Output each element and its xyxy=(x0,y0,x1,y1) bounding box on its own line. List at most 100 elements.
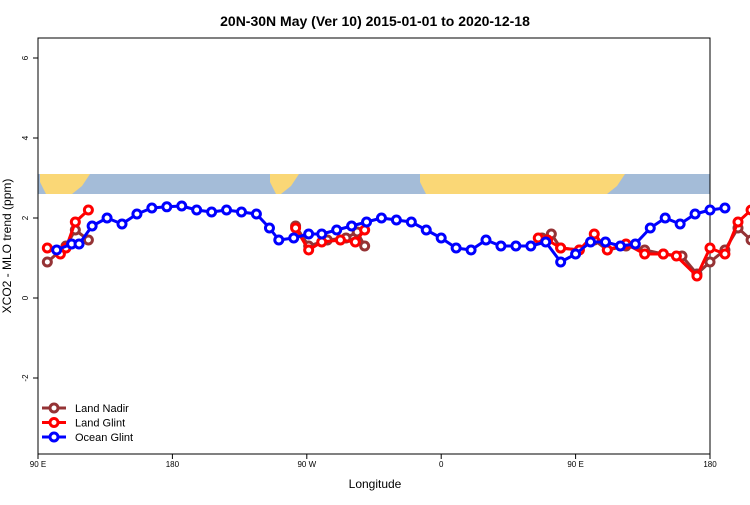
x-tick-label: 180 xyxy=(703,460,717,469)
y-axis-label: XCO2 - MLO trend (ppm) xyxy=(0,179,14,314)
data-point xyxy=(745,204,750,216)
data-point xyxy=(191,204,203,216)
data-point xyxy=(644,222,656,234)
data-point xyxy=(273,234,285,246)
data-point xyxy=(116,218,128,230)
data-point xyxy=(375,212,387,224)
data-point xyxy=(732,216,744,228)
series-layer xyxy=(41,200,750,282)
data-point xyxy=(719,202,731,214)
data-point xyxy=(420,224,432,236)
x-axis-label: Longitude xyxy=(349,477,402,491)
map-land-africa-asia xyxy=(420,174,625,194)
data-point xyxy=(510,240,522,252)
data-point xyxy=(525,240,537,252)
data-point xyxy=(629,238,641,250)
data-point xyxy=(555,256,567,268)
data-point xyxy=(599,236,611,248)
data-point xyxy=(659,212,671,224)
data-point xyxy=(303,244,315,256)
data-point xyxy=(316,228,328,240)
chart-title: 20N-30N May (Ver 10) 2015-01-01 to 2020-… xyxy=(220,13,530,29)
data-point xyxy=(146,202,158,214)
x-axis: 90 E 180 90 W 0 90 E 180 xyxy=(30,454,717,469)
data-point xyxy=(303,228,315,240)
data-point xyxy=(221,204,233,216)
data-point xyxy=(670,250,682,262)
y-tick-label: 4 xyxy=(21,135,30,140)
data-point xyxy=(540,236,552,248)
data-point xyxy=(359,240,371,252)
data-point xyxy=(657,248,669,260)
data-point xyxy=(405,216,417,228)
data-point xyxy=(639,248,651,260)
data-point xyxy=(555,242,567,254)
data-point xyxy=(41,242,53,254)
data-point xyxy=(719,248,731,260)
data-point xyxy=(704,242,716,254)
y-axis: -2 0 2 4 6 xyxy=(21,55,38,382)
data-point xyxy=(450,242,462,254)
data-point xyxy=(263,222,275,234)
y-tick-label: 0 xyxy=(21,295,30,300)
data-point xyxy=(465,244,477,256)
series-line xyxy=(56,204,726,264)
data-point xyxy=(161,201,173,213)
data-point xyxy=(250,208,262,220)
data-point xyxy=(361,216,373,228)
data-point xyxy=(614,240,626,252)
data-point xyxy=(86,220,98,232)
data-point xyxy=(176,200,188,212)
map-land-americas xyxy=(270,174,299,194)
data-point xyxy=(331,224,343,236)
legend-marker xyxy=(48,402,60,414)
data-point xyxy=(691,270,703,282)
data-point xyxy=(101,212,113,224)
x-tick-label: 90 E xyxy=(567,460,583,469)
legend-marker xyxy=(48,417,60,428)
data-point xyxy=(435,232,447,244)
y-tick-label: 6 xyxy=(21,55,30,60)
data-point xyxy=(349,236,361,248)
legend: Land Nadir Land Glint Ocean Glint xyxy=(42,402,133,444)
data-point xyxy=(82,234,94,246)
data-point xyxy=(290,222,302,234)
legend-marker xyxy=(48,431,60,443)
data-point xyxy=(674,218,686,230)
data-point xyxy=(235,206,247,218)
data-point xyxy=(131,208,143,220)
data-point xyxy=(570,248,582,260)
world-map-band xyxy=(38,174,710,194)
x-tick-label: 0 xyxy=(439,460,444,469)
data-point xyxy=(480,234,492,246)
data-point xyxy=(689,208,701,220)
data-point xyxy=(704,204,716,216)
series-line xyxy=(537,208,750,278)
map-land-asia-west xyxy=(40,174,90,194)
data-point xyxy=(206,206,218,218)
data-point xyxy=(334,234,346,246)
x-tick-label: 90 E xyxy=(30,460,46,469)
data-point xyxy=(51,244,63,256)
legend-label: Land Glint xyxy=(75,418,125,430)
y-tick-label: -2 xyxy=(21,374,30,382)
data-point xyxy=(288,232,300,244)
data-point xyxy=(390,214,402,226)
data-point xyxy=(69,216,81,228)
x-tick-label: 90 W xyxy=(297,460,316,469)
series-ocean-glint xyxy=(51,200,731,268)
data-point xyxy=(585,236,597,248)
data-point xyxy=(346,220,358,232)
data-point xyxy=(73,238,85,250)
data-point xyxy=(704,256,716,268)
data-point xyxy=(745,234,750,246)
x-tick-label: 180 xyxy=(166,460,180,469)
legend-label: Land Nadir xyxy=(75,403,129,415)
data-point xyxy=(41,256,53,268)
data-point xyxy=(495,240,507,252)
legend-label: Ocean Glint xyxy=(75,432,133,444)
y-tick-label: 2 xyxy=(21,215,30,220)
data-point xyxy=(82,204,94,216)
